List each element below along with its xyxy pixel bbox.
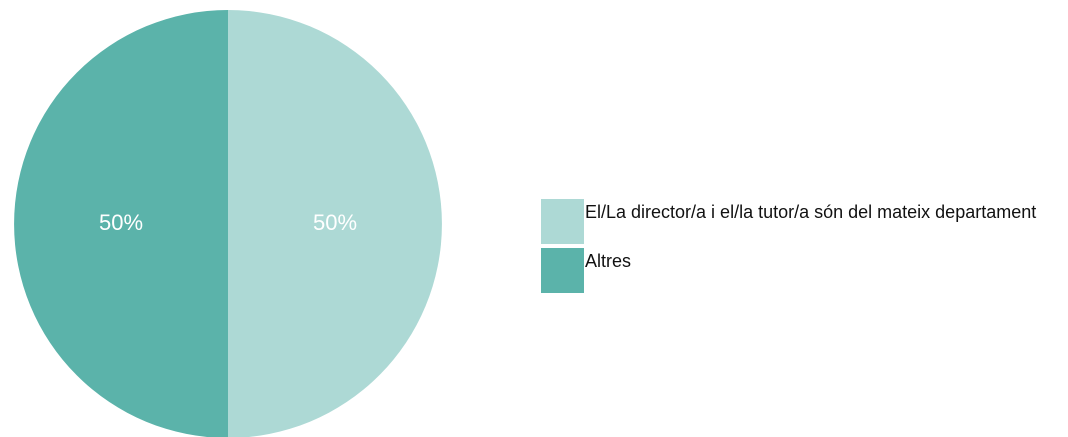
data-label: 50% <box>99 210 143 235</box>
legend-item: El/La director/a i el/la tutor/a són del… <box>541 199 1065 244</box>
legend-item: Altres <box>541 248 1065 293</box>
pie-slice <box>228 10 442 437</box>
legend-swatch <box>541 248 584 293</box>
legend-swatch <box>541 199 584 244</box>
legend-label: Altres <box>585 251 632 271</box>
pie-slice <box>14 10 228 437</box>
legend: El/La director/a i el/la tutor/a són del… <box>541 199 1065 297</box>
legend-label: El/La director/a i el/la tutor/a són del… <box>585 202 1037 222</box>
data-label: 50% <box>313 210 357 235</box>
